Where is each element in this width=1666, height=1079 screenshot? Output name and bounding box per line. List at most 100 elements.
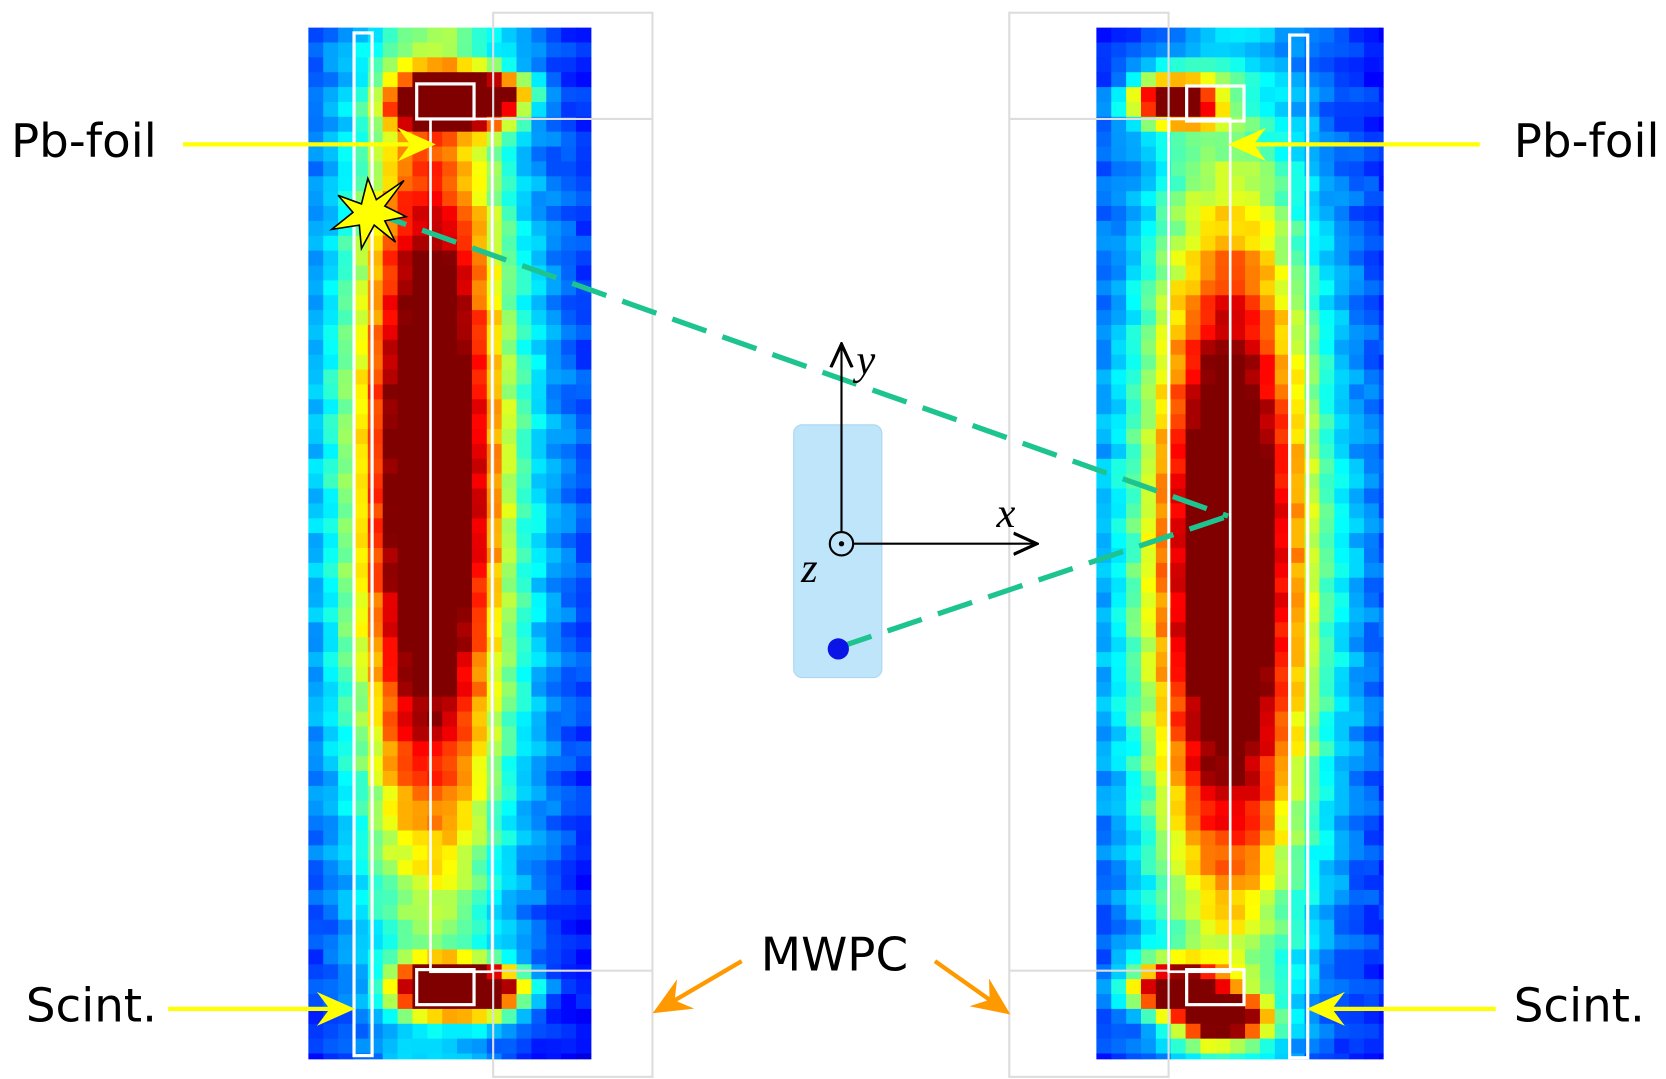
heatmap-cell <box>1274 994 1291 1010</box>
heatmap-cell <box>1378 339 1384 356</box>
heatmap-cell <box>1274 964 1291 980</box>
heatmap-cell <box>367 72 384 88</box>
heatmap-cell <box>352 87 369 103</box>
heatmap-cell <box>471 295 488 311</box>
heatmap-cell <box>1319 860 1335 876</box>
heatmap-cell <box>516 919 532 936</box>
heatmap-cell <box>1364 339 1380 356</box>
heatmap-cell <box>1140 116 1157 133</box>
heatmap-cell <box>397 666 413 683</box>
heatmap-cell <box>1126 696 1142 713</box>
heatmap-cell <box>352 934 369 950</box>
heatmap-cell <box>1096 310 1112 326</box>
heatmap-cell <box>412 800 428 817</box>
heatmap-cell <box>1170 637 1187 653</box>
heatmap-cell <box>1111 577 1127 594</box>
heatmap-cell <box>1289 756 1306 772</box>
heatmap-cell <box>397 681 413 698</box>
heatmap-cell <box>1245 384 1261 400</box>
heatmap-cell <box>1140 72 1157 88</box>
heatmap-cell <box>1259 994 1276 1010</box>
heatmap-cell <box>1096 785 1112 802</box>
heatmap-cell <box>546 354 562 371</box>
heatmap-cell <box>1140 785 1157 802</box>
heatmap-cell <box>1126 250 1142 267</box>
heatmap-cell <box>412 711 428 727</box>
heatmap-cell <box>308 622 324 638</box>
heatmap-cell <box>367 518 384 534</box>
heatmap-cell <box>1334 57 1350 73</box>
heatmap-cell <box>1364 771 1380 787</box>
heatmap-cell <box>1245 681 1261 698</box>
heatmap-cell <box>1230 652 1246 668</box>
heatmap-cell <box>471 562 488 579</box>
heatmap-cell <box>501 146 518 162</box>
heatmap-cell <box>531 146 547 162</box>
heatmap-cell <box>1230 518 1246 534</box>
heatmap-cell <box>1364 681 1380 698</box>
heatmap-cell <box>501 518 518 534</box>
heatmap-cell <box>1378 666 1384 683</box>
heatmap-cell <box>308 295 324 311</box>
heatmap-cell <box>338 860 354 876</box>
heatmap-cell <box>516 875 532 891</box>
heatmap-cell <box>397 845 413 861</box>
heatmap-cell <box>1140 191 1157 207</box>
heatmap-cell <box>501 369 518 385</box>
heatmap-cell <box>1259 488 1276 504</box>
heatmap-cell <box>412 458 428 475</box>
heatmap-cell <box>516 577 532 594</box>
heatmap-cell <box>323 607 339 623</box>
heatmap-cell <box>1185 250 1201 267</box>
heatmap-cell <box>1126 116 1142 133</box>
heatmap-cell <box>546 800 562 817</box>
heatmap-cell <box>1096 994 1112 1010</box>
heatmap-cell <box>1111 458 1127 475</box>
heatmap-cell <box>501 235 518 252</box>
heatmap-cell <box>1378 265 1384 281</box>
heatmap-cell <box>1140 964 1157 980</box>
heatmap-cell <box>457 42 473 58</box>
heatmap-cell <box>1289 577 1306 594</box>
heatmap-cell <box>486 399 503 415</box>
heatmap-cell <box>1378 652 1384 668</box>
heatmap-cell <box>501 458 518 475</box>
z-dot <box>838 541 845 547</box>
heatmap-cell <box>501 652 518 668</box>
heatmap-cell <box>1200 161 1216 177</box>
heatmap-cell <box>457 191 473 207</box>
heatmap-cell <box>531 458 547 475</box>
heatmap-cell <box>308 681 324 698</box>
heatmap-cell <box>397 800 413 817</box>
heatmap-cell <box>1200 994 1216 1010</box>
heatmap-cell <box>561 265 577 281</box>
heatmap-cell <box>1200 1023 1216 1040</box>
heatmap-cell <box>308 414 324 430</box>
heatmap-cell <box>1378 443 1384 460</box>
heatmap-cell <box>1096 711 1112 727</box>
heatmap-cell <box>1289 488 1306 504</box>
heatmap-cell <box>442 994 458 1010</box>
heatmap-cell <box>546 681 562 698</box>
heatmap-cell <box>338 161 354 177</box>
heatmap-cell <box>1126 919 1142 936</box>
heatmap-cell <box>1126 771 1142 787</box>
heatmap-cell <box>1126 726 1142 742</box>
heatmap-cell <box>1289 964 1306 980</box>
heatmap-cell <box>352 1008 369 1025</box>
heatmap-cell <box>1200 666 1216 683</box>
heatmap-cell <box>1274 443 1291 460</box>
heatmap-cell <box>382 57 399 73</box>
heatmap-cell <box>1274 161 1291 177</box>
heatmap-cell <box>1200 949 1216 965</box>
heatmap-cell <box>382 652 399 668</box>
heatmap-cell <box>1230 919 1246 936</box>
heatmap-cell <box>442 518 458 534</box>
heatmap-cell <box>1289 741 1306 757</box>
heatmap-cell <box>412 1038 428 1055</box>
heatmap-cell <box>1274 711 1291 727</box>
heatmap-cell <box>1364 830 1380 846</box>
heatmap-cell <box>546 429 562 445</box>
heatmap-cell <box>1185 429 1201 445</box>
heatmap-cell <box>1215 562 1231 579</box>
